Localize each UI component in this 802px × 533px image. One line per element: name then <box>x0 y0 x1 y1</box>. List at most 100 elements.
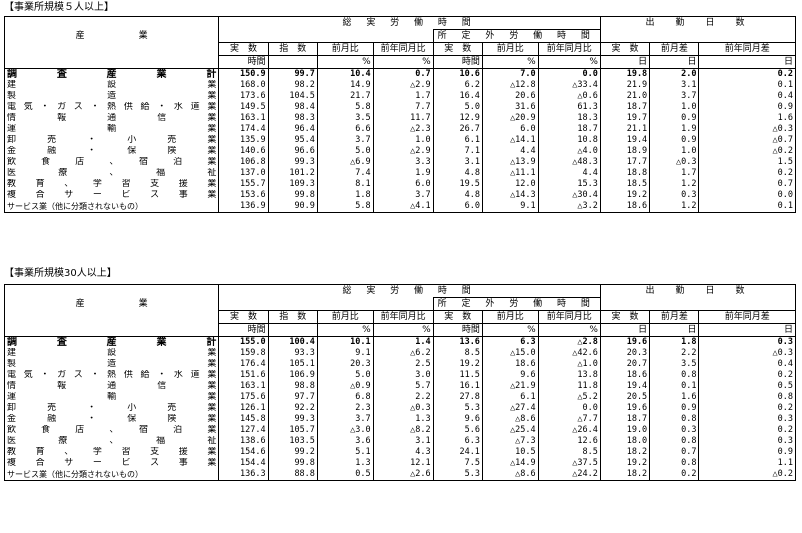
cell-value: △0.3 <box>649 157 700 168</box>
cell-value: 5.8 <box>317 102 374 113</box>
cell-value: 1.8 <box>649 336 700 348</box>
cell-value: △2.6 <box>373 469 434 481</box>
industry-name: 飲 食 店 、 宿 泊 業 <box>3 425 220 436</box>
cell-value: △11.1 <box>482 168 539 179</box>
industry-name: 電気・ガス・熱供給・水道業 <box>3 370 220 381</box>
industry-name: 製 造 業 <box>3 359 220 370</box>
cell-value: 92.2 <box>268 403 318 414</box>
cell-value: 5.3 <box>433 403 483 414</box>
cell-value: 0.8 <box>649 436 700 447</box>
cell-value: 20.6 <box>482 91 539 102</box>
column-label: 前月差 <box>649 310 700 324</box>
cell-value: 1.8 <box>317 190 374 201</box>
column-label: 前月比 <box>482 42 539 56</box>
table-row: 製 造 業 176.4 105.1 20.3 2.5 19.2 18.6 △1.0 20.7 3.… <box>3 359 796 370</box>
cell-value: △25.4 <box>482 425 539 436</box>
cell-value: △7.3 <box>482 436 539 447</box>
cell-value: 173.6 <box>218 91 269 102</box>
industry-name: 教育、学習支援業 <box>3 179 220 190</box>
cell-value: △8.6 <box>482 469 539 481</box>
cell-value: △15.0 <box>482 348 539 359</box>
cell-value: △5.2 <box>538 392 601 403</box>
cell-value: △27.4 <box>482 403 539 414</box>
unit-label: 時間 <box>218 323 269 337</box>
cell-value: 0.2 <box>649 469 700 481</box>
cell-value: 3.1 <box>373 436 434 447</box>
industry-name: 医 療 、 福 祉 <box>3 436 220 447</box>
cell-value: 135.9 <box>218 135 269 146</box>
column-label: 実 数 <box>218 310 269 324</box>
cell-value: 0.3 <box>698 436 796 447</box>
cell-value: 21.9 <box>600 80 651 91</box>
cell-value: 12.9 <box>433 113 483 124</box>
cell-value: 21.0 <box>600 91 651 102</box>
cell-value: △4.1 <box>373 201 434 213</box>
cell-value: 0.1 <box>698 201 796 213</box>
table-row: 飲 食 店 、 宿 泊 業 127.4 105.7 △3.0 △8.2 5.6 △25.4 △… <box>3 425 796 436</box>
cell-value: △0.7 <box>698 135 796 146</box>
cell-value: △8.6 <box>482 414 539 425</box>
cell-value: 159.8 <box>218 348 269 359</box>
cell-value: 61.3 <box>538 102 601 113</box>
cell-value: 0.1 <box>698 80 796 91</box>
cell-value: 3.6 <box>317 436 374 447</box>
cell-value: 6.0 <box>373 179 434 190</box>
cell-value: 18.2 <box>600 469 651 481</box>
header-row: 産 業所 定 外 労 働 時 間 <box>3 29 797 43</box>
cell-value: 1.5 <box>698 157 796 168</box>
cell-value: 18.2 <box>600 447 651 458</box>
unit-label <box>268 55 318 69</box>
cell-value: 19.8 <box>600 68 651 80</box>
table-row: 医 療 、 福 祉 138.6 103.5 3.6 3.1 6.3 △7.3 12.6 18.0… <box>3 436 796 447</box>
cell-value: 0.2 <box>698 403 796 414</box>
unit-label: 日 <box>649 323 700 337</box>
cell-value: 109.3 <box>268 179 318 190</box>
cell-value: 106.8 <box>218 157 269 168</box>
cell-value: 0.8 <box>698 392 796 403</box>
table-row: 卸 売 ・ 小 売 業 135.9 95.4 3.7 1.0 6.1 △14.1 10.8 19… <box>3 135 796 146</box>
unit-label: 時間 <box>433 323 483 337</box>
cell-value: 6.2 <box>433 80 483 91</box>
industry-name: 建 設 業 <box>3 80 220 91</box>
cell-value: 176.4 <box>218 359 269 370</box>
cell-value: 0.4 <box>698 359 796 370</box>
cell-value: △14.3 <box>482 190 539 201</box>
cell-value: 4.4 <box>538 168 601 179</box>
cell-value: 150.9 <box>218 68 269 80</box>
cell-value: 6.0 <box>433 201 483 213</box>
unit-label <box>268 323 318 337</box>
cell-value: 7.4 <box>317 168 374 179</box>
cell-value: 19.5 <box>433 179 483 190</box>
cell-value: △2.3 <box>373 124 434 135</box>
total-hours-header: 総 実 労 働 時 間 <box>218 284 601 298</box>
cell-value: 97.7 <box>268 392 318 403</box>
cell-value: 5.3 <box>433 469 483 481</box>
cell-value: 6.8 <box>317 392 374 403</box>
cell-value: △1.0 <box>538 359 601 370</box>
overtime-header: 所 定 外 労 働 時 間 <box>433 29 601 43</box>
cell-value: 0.7 <box>373 68 434 80</box>
cell-value: 18.7 <box>600 414 651 425</box>
column-label: 前年同月差 <box>698 42 796 56</box>
cell-value: 88.8 <box>268 469 318 481</box>
overtime-header: 所 定 外 労 働 時 間 <box>433 297 601 311</box>
unit-label: % <box>373 323 434 337</box>
cell-value: 4.3 <box>373 447 434 458</box>
cell-value: △6.9 <box>317 157 374 168</box>
cell-value: 1.1 <box>698 458 796 469</box>
cell-value: 1.4 <box>373 336 434 348</box>
cell-value: 5.0 <box>433 102 483 113</box>
column-label: 前年同月比 <box>373 42 434 56</box>
unit-label: % <box>538 55 601 69</box>
unit-label: 時間 <box>218 55 269 69</box>
cell-value: △6.2 <box>373 348 434 359</box>
cell-value: 18.7 <box>600 102 651 113</box>
cell-value: 6.1 <box>482 392 539 403</box>
cell-value: △7.7 <box>538 414 601 425</box>
cell-value: 96.4 <box>268 124 318 135</box>
cell-value: 153.6 <box>218 190 269 201</box>
column-label: 指 数 <box>268 310 318 324</box>
industry-name: サービス業（他に分類されないもの） <box>3 469 220 481</box>
cell-value: 3.7 <box>373 190 434 201</box>
cell-value: 10.8 <box>538 135 601 146</box>
